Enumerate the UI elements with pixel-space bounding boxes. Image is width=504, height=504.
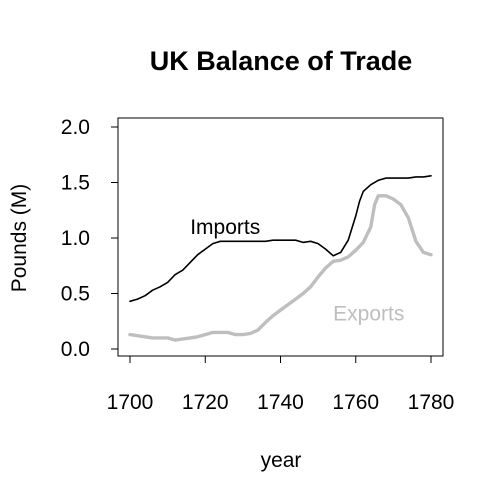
x-axis-label: year: [261, 449, 302, 472]
y-tick-label: 1.5: [61, 172, 90, 195]
series-label-exports: Exports: [333, 302, 404, 325]
y-tick-label: 0.5: [61, 283, 90, 306]
x-tick-label: 1760: [332, 391, 379, 414]
y-tick-label: 0.0: [61, 338, 90, 361]
series-group: [128, 175, 433, 342]
series-line-imports: [129, 175, 432, 303]
x-tick-label: 1720: [182, 391, 229, 414]
x-tick-label: 1700: [107, 391, 154, 414]
y-tick-label: 1.0: [61, 227, 90, 250]
series-label-imports: Imports: [190, 216, 260, 239]
chart-title: UK Balance of Trade: [150, 46, 413, 76]
series-line-exports: [128, 194, 433, 342]
x-tick-label: 1780: [408, 391, 455, 414]
annotations-group: Imports Exports: [190, 216, 404, 326]
x-tick-label: 1740: [257, 391, 304, 414]
y-axis-label: Pounds (M): [8, 184, 31, 293]
axes: 1700 1720 1740 1760 1780 0.0 0.5 1.0 1.5 2.0: [61, 116, 455, 414]
y-tick-label: 2.0: [61, 116, 90, 139]
